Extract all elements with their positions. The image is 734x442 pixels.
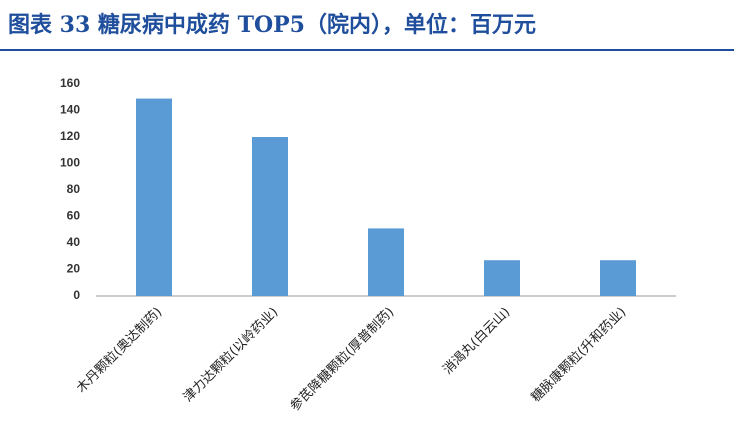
y-tick-label: 0 — [73, 288, 80, 302]
y-tick-label: 60 — [67, 209, 81, 223]
y-tick-label: 100 — [60, 156, 80, 170]
x-tick-label: 津力达颗粒(以岭药业) — [181, 305, 282, 406]
y-tick-label: 160 — [60, 76, 80, 90]
bar — [252, 137, 288, 296]
y-tick-label: 40 — [67, 235, 81, 249]
y-tick-label: 80 — [67, 182, 81, 196]
x-tick-label: 参芪降糖颗粒(厚普制药) — [287, 304, 397, 414]
bar — [600, 260, 636, 296]
x-tick-label: 消渴丸(白云山) — [440, 304, 514, 378]
bar — [136, 98, 172, 296]
y-tick-label: 140 — [60, 103, 80, 117]
y-tick-label: 20 — [67, 262, 81, 276]
bar — [484, 260, 520, 296]
bar — [368, 228, 404, 296]
y-tick-label: 120 — [60, 129, 80, 143]
x-tick-label: 木丹颗粒(奥达制药) — [74, 305, 165, 396]
x-tick-label: 糖脉康颗粒(升和药业) — [528, 304, 629, 405]
chart-title: 图表 33 糖尿病中成药 TOP5（院内），单位：百万元 — [8, 12, 536, 38]
